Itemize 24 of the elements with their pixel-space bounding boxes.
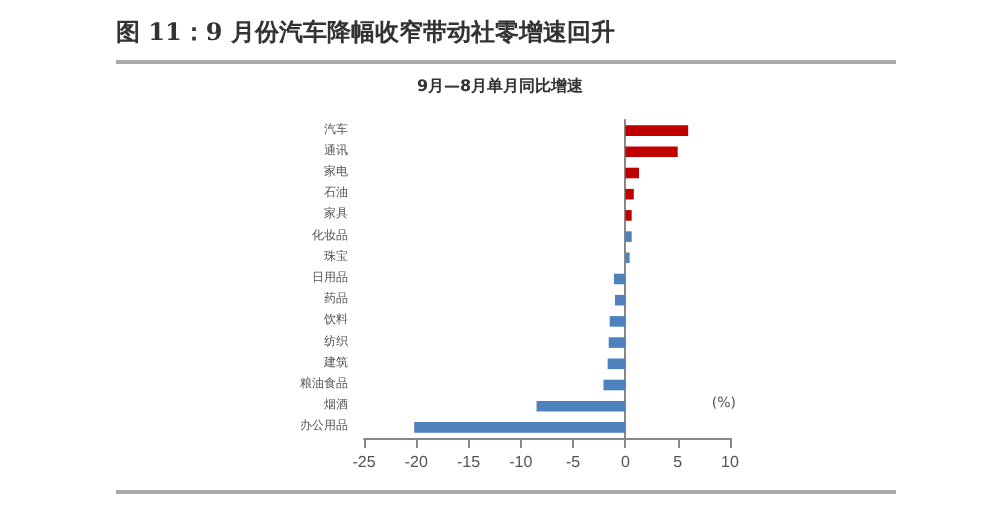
- bar: [625, 210, 632, 221]
- bar: [625, 231, 632, 242]
- x-tick-label: 5: [673, 453, 684, 471]
- bar: [614, 294, 626, 306]
- x-tick-label: -10: [509, 453, 534, 471]
- bar: [625, 167, 640, 179]
- chart-title: 图 11：9 月份汽车降幅收窄带动社零增速回升: [116, 16, 896, 64]
- bar: [603, 379, 626, 391]
- x-tick-label: -15: [457, 453, 482, 471]
- x-tick-label: -5: [566, 453, 582, 471]
- x-tick-label: -20: [404, 453, 429, 471]
- x-tick-label: 0: [620, 453, 631, 471]
- x-tick-label: -25: [352, 453, 377, 471]
- bar: [536, 400, 626, 412]
- bar: [609, 316, 626, 327]
- bar: [414, 422, 626, 433]
- x-tick-label: 10: [721, 453, 740, 471]
- chart-subtitle: 9月—8月单月同比增速: [416, 77, 586, 95]
- bar: [625, 188, 634, 200]
- bar: [607, 358, 626, 370]
- bar: [625, 125, 689, 136]
- bar: [613, 273, 626, 285]
- bar: [625, 146, 678, 158]
- bar: [608, 337, 626, 348]
